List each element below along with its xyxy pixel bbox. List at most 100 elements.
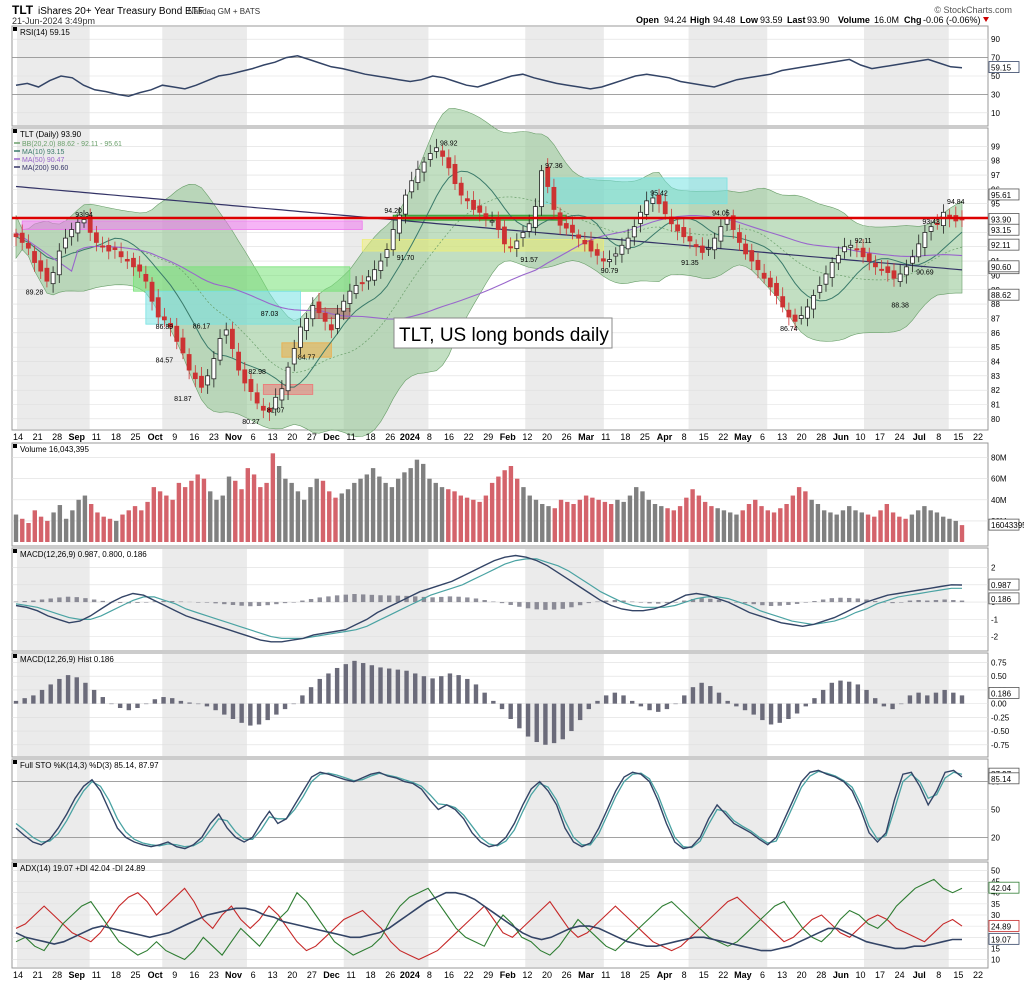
- watermark: © StockCharts.com: [934, 5, 1012, 15]
- macd-hist-bar: [890, 602, 895, 604]
- macd-signal-line: [15, 558, 962, 639]
- last-value: 93.90: [807, 15, 830, 25]
- y-tick-label: -0.50: [991, 727, 1010, 736]
- y-tick-label: 0.75: [991, 658, 1007, 667]
- candle-body: [774, 282, 779, 296]
- sto-value-tag: 85.14: [988, 772, 1020, 785]
- candle-body: [446, 157, 452, 169]
- candle-body: [440, 150, 446, 157]
- hist-bar: [586, 703, 592, 710]
- volume-bar: [959, 525, 965, 542]
- y-tick-label: 15: [991, 944, 1000, 953]
- panel-title: Full STO %K(14,3) %D(3) 85.14, 87.97: [13, 760, 159, 770]
- volume-bar: [289, 482, 294, 542]
- x-tick-label: 6: [760, 432, 765, 442]
- volume-bar: [358, 478, 363, 542]
- candle-body: [860, 247, 866, 258]
- hist-bar: [22, 698, 27, 704]
- rsi-value-tag: 59.15: [988, 61, 1020, 73]
- security-name: iShares 20+ Year Treasury Bond ETF: [38, 6, 204, 17]
- x-tick-label: 25: [131, 432, 141, 442]
- x-tick-label: Jul: [913, 432, 926, 442]
- price-data-label: 84.77: [298, 354, 316, 361]
- y-tick-label: 20: [991, 833, 1000, 842]
- volume-bar: [590, 497, 595, 542]
- volume-bar: [170, 499, 175, 542]
- hist-bar: [656, 703, 661, 712]
- candle-body: [279, 388, 285, 401]
- hist-bar: [135, 703, 140, 709]
- x-tick-label: 24: [895, 970, 905, 980]
- macd-hist-bar: [525, 602, 531, 609]
- candle-body: [737, 232, 742, 243]
- volume-bar: [928, 510, 933, 542]
- volume-bar: [145, 501, 150, 542]
- volume-bar: [120, 514, 125, 542]
- hist-bar: [308, 687, 314, 704]
- y-tick-label: 80: [991, 415, 1000, 424]
- panel-3: -2-1012MACD(12,26,9) 0.987, 0.800, 0.186…: [11, 547, 1020, 652]
- chg-value: -0.06 (-0.06%): [923, 15, 981, 25]
- candle-body: [891, 270, 897, 279]
- volume-bar: [552, 508, 557, 542]
- macd-hist-bar: [491, 601, 496, 603]
- x-tick-label: 16: [189, 970, 199, 980]
- macd-hist-bar: [91, 599, 97, 603]
- candle-body: [687, 236, 693, 242]
- candle-body: [786, 309, 792, 318]
- value-tag: 24.89: [991, 922, 1012, 931]
- macd-value-tag: 0.186: [988, 592, 1020, 605]
- candle-body: [910, 256, 915, 264]
- panel-4: -0.75-0.50-0.250.000.250.500.75MACD(12,2…: [11, 652, 1020, 758]
- volume-bar: [70, 510, 75, 542]
- x-tick-label: 20: [287, 432, 297, 442]
- shade-band: [17, 654, 90, 756]
- x-tick-label: 11: [346, 970, 355, 980]
- macd-hist-bar: [751, 602, 756, 605]
- hist-bar: [178, 700, 184, 704]
- candle-body: [285, 366, 291, 392]
- candle-body: [675, 224, 680, 232]
- x-tick-label: 22: [973, 432, 983, 442]
- macd-hist-bar: [196, 602, 201, 603]
- y-tick-label: 0.00: [991, 700, 1007, 709]
- value-tag-box: [988, 578, 1020, 591]
- price-data-label: 82.98: [248, 369, 266, 376]
- candle-body: [192, 372, 198, 380]
- volume-bar: [107, 518, 113, 542]
- y-tick-label: 90: [991, 271, 1000, 280]
- macd-hist-bar: [465, 597, 470, 603]
- candle-body: [409, 180, 415, 193]
- volume-bar: [339, 493, 344, 542]
- x-axis: 14 21 28 Sep 11 18 25 Oct 9 16 23 Nov 6 13 20 27 Dec 11 18…: [13, 970, 983, 980]
- x-tick-label: Apr: [657, 432, 673, 442]
- volume-bar: [546, 506, 551, 542]
- x-tick-label: 14: [13, 432, 23, 442]
- macd-hist-bar: [291, 602, 296, 603]
- macd-hist-bar: [282, 602, 288, 604]
- candle-body: [767, 277, 773, 288]
- candle-body: [44, 267, 50, 282]
- volume-bar: [88, 504, 94, 542]
- high-value: 94.48: [713, 15, 736, 25]
- y-tick-label: 50: [991, 806, 1000, 815]
- candle-body: [903, 266, 909, 276]
- candle-body: [545, 166, 551, 187]
- volume-bar: [677, 506, 683, 542]
- candle-body: [13, 233, 19, 238]
- hist-bar: [751, 703, 756, 715]
- hist-bar: [725, 700, 730, 704]
- x-tick-label: 18: [620, 432, 630, 442]
- volume-bar: [853, 510, 858, 542]
- volume-bar: [471, 499, 476, 542]
- x-tick-label: 22: [718, 970, 728, 980]
- volume-bar: [251, 474, 257, 542]
- candle-body: [699, 245, 705, 253]
- x-tick-label: 13: [777, 432, 787, 442]
- candle-body: [866, 253, 872, 262]
- price-data-label: 88.38: [891, 303, 909, 310]
- hist-bar: [439, 676, 444, 704]
- price-value-tag: 88.62: [988, 288, 1020, 301]
- candle-body: [118, 251, 124, 258]
